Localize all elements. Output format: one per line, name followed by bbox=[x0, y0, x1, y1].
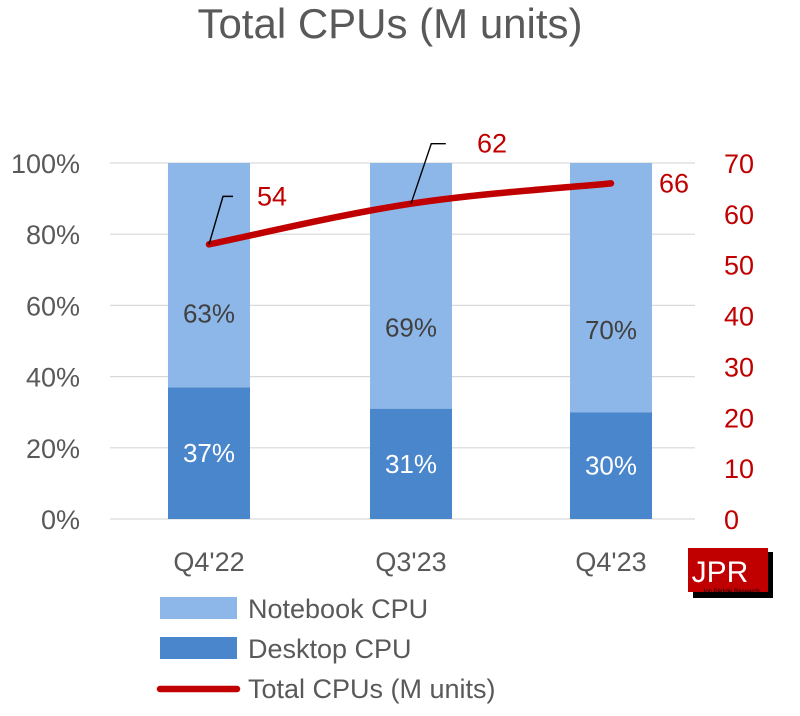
x-tick-label: Q4'23 bbox=[575, 547, 646, 577]
y-right-tick-label: 0 bbox=[724, 505, 739, 535]
legend-swatch-notebook bbox=[160, 597, 237, 619]
y-right-tick-label: 50 bbox=[724, 251, 754, 281]
total-line: 54 62 66 bbox=[205, 129, 689, 248]
y-left-tick-label: 80% bbox=[26, 220, 80, 250]
y-right-tick-label: 10 bbox=[724, 454, 754, 484]
logo-text: JPR bbox=[692, 556, 749, 589]
x-axis-labels: Q4'22 Q3'23 Q4'23 bbox=[173, 547, 646, 577]
line-data-label: 66 bbox=[659, 168, 689, 198]
chart-title: Total CPUs (M units) bbox=[197, 0, 582, 47]
logo-subtext: Jon Peddie Research bbox=[702, 589, 759, 595]
legend-label-total: Total CPUs (M units) bbox=[248, 674, 496, 704]
data-label-desktop: 31% bbox=[385, 449, 437, 479]
bar-desktop-cpu bbox=[168, 387, 250, 519]
bar-desktop-cpu bbox=[570, 412, 652, 519]
y-right-tick-label: 60 bbox=[724, 200, 754, 230]
bar-labels: 37% 63% 31% 69% 30% 70% bbox=[183, 298, 637, 480]
x-tick-label: Q4'22 bbox=[173, 547, 244, 577]
y-axis-right: 0 10 20 30 40 50 60 70 bbox=[724, 149, 754, 535]
bar-notebook-cpu bbox=[168, 163, 250, 388]
y-right-tick-label: 30 bbox=[724, 352, 754, 382]
y-right-tick-label: 70 bbox=[724, 149, 754, 179]
total-cpus-line bbox=[205, 180, 615, 248]
data-label-desktop: 37% bbox=[183, 438, 235, 468]
line-data-label: 54 bbox=[257, 181, 287, 211]
data-label-notebook: 63% bbox=[183, 298, 235, 328]
y-left-tick-label: 0% bbox=[41, 505, 80, 535]
y-right-tick-label: 40 bbox=[724, 302, 754, 332]
leader-line bbox=[208, 195, 233, 245]
legend-label-desktop: Desktop CPU bbox=[248, 634, 412, 664]
y-axis-left: 0% 20% 40% 60% 80% 100% bbox=[11, 149, 80, 535]
y-left-tick-label: 40% bbox=[26, 363, 80, 393]
bars bbox=[168, 163, 652, 519]
y-left-tick-label: 100% bbox=[11, 149, 80, 179]
legend-label-notebook: Notebook CPU bbox=[248, 594, 428, 624]
line-data-label: 62 bbox=[477, 129, 507, 159]
bar-notebook-cpu bbox=[570, 163, 652, 413]
y-left-tick-label: 20% bbox=[26, 434, 80, 464]
x-tick-label: Q3'23 bbox=[375, 547, 446, 577]
data-label-notebook: 69% bbox=[385, 313, 437, 343]
legend-swatch-desktop bbox=[160, 637, 237, 659]
y-left-tick-label: 60% bbox=[26, 291, 80, 321]
data-label-notebook: 70% bbox=[585, 315, 637, 345]
data-label-desktop: 30% bbox=[585, 451, 637, 481]
y-right-tick-label: 20 bbox=[724, 403, 754, 433]
jpr-logo: JPR Jon Peddie Research bbox=[688, 548, 773, 598]
legend: Notebook CPU Desktop CPU Total CPUs (M uni… bbox=[156, 594, 496, 704]
leader-line bbox=[410, 142, 446, 204]
bar-desktop-cpu bbox=[370, 408, 452, 519]
